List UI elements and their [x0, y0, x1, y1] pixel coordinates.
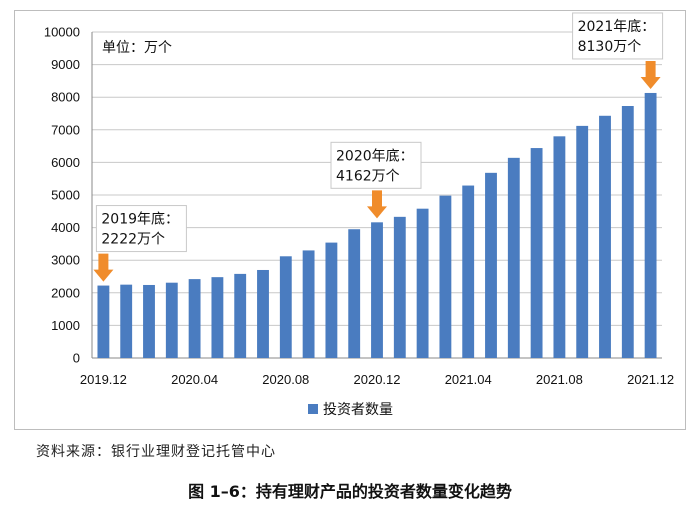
unit-label: 单位：万个: [102, 40, 172, 56]
bar: [257, 269, 269, 358]
y-tick-label: 8000: [51, 90, 80, 105]
x-tick-label: 2019.12: [80, 372, 127, 387]
annotation-line1: 2021年底：: [578, 19, 656, 35]
legend-label: 投资者数量: [323, 402, 393, 418]
bar: [553, 136, 566, 358]
bar: [393, 216, 406, 358]
bar: [644, 92, 657, 358]
bar: [348, 229, 361, 358]
y-tick-label: 6000: [51, 155, 80, 170]
bar: [576, 125, 589, 358]
y-tick-label: 2000: [51, 285, 80, 300]
annotation-box: [95, 205, 187, 253]
bar: [97, 285, 110, 358]
bar: [211, 277, 224, 358]
bar: [325, 242, 338, 358]
annotation-box: [572, 12, 664, 60]
bar: [371, 222, 383, 358]
bar: [599, 115, 611, 358]
bar-chart: 0 1000 2000 3000 4000 5000 6000 7000 8000 9000 100…: [44, 12, 674, 418]
y-tick-label: 7000: [51, 122, 80, 137]
bar: [143, 284, 155, 358]
bar: [279, 256, 292, 358]
x-tick-label: 2020.12: [354, 372, 401, 387]
x-tick-label: 2021.12: [627, 372, 674, 387]
x-tick-label: 2021.04: [445, 372, 492, 387]
bar: [462, 185, 475, 358]
annotation-line2: 8130万个: [578, 39, 642, 55]
annotation-arrow: [367, 190, 387, 219]
bar: [621, 106, 634, 358]
y-tick-label: 1000: [51, 318, 80, 333]
bar: [530, 148, 543, 358]
annotation-line2: 4162万个: [336, 168, 400, 184]
annotation-arrow: [93, 253, 114, 282]
legend-swatch: [308, 404, 318, 414]
bar: [188, 279, 201, 358]
x-tick-label: 2020.04: [171, 372, 218, 387]
annotation-line1: 2019年底：: [101, 212, 179, 228]
bar: [165, 282, 178, 358]
x-tick-label: 2020.08: [262, 372, 309, 387]
bar: [439, 195, 452, 358]
annotation-box: [330, 141, 422, 189]
source-note: 资料来源：银行业理财登记托管中心: [36, 444, 276, 460]
bar: [416, 208, 429, 358]
y-tick-label: 4000: [51, 220, 80, 235]
x-tick-label: 2021.08: [536, 372, 583, 387]
bar: [234, 273, 247, 358]
y-tick-label: 9000: [51, 57, 80, 72]
bar: [485, 172, 497, 358]
bar: [302, 250, 315, 358]
y-tick-label: 3000: [51, 253, 80, 268]
y-tick-label: 5000: [51, 188, 80, 203]
y-tick-label: 10000: [44, 25, 80, 40]
annotation-line2: 2222万个: [101, 232, 165, 248]
bar: [120, 284, 133, 358]
y-tick-label: 0: [73, 351, 80, 366]
bar: [507, 157, 520, 358]
figure-caption: 图 1–6：持有理财产品的投资者数量变化趋势: [188, 482, 512, 501]
annotation-line1: 2020年底：: [336, 148, 414, 164]
annotation-arrow: [640, 60, 661, 89]
